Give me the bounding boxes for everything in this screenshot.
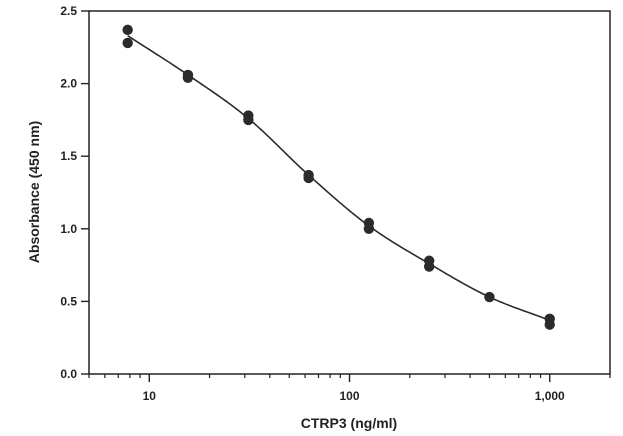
data-point [303, 172, 314, 184]
y-tick-label: 1.5 [60, 149, 77, 163]
data-point [363, 223, 375, 234]
y-axis-title: Absorbance (450 nm) [26, 121, 42, 263]
y-tick-label: 2.0 [60, 77, 77, 91]
data-point [484, 291, 495, 303]
y-tick-label: 0.0 [60, 367, 77, 381]
data-point [122, 24, 133, 36]
data-point [243, 114, 254, 126]
x-tick-label: 100 [339, 389, 359, 403]
fit-curve-line [127, 35, 551, 322]
x-minor-ticks [88, 374, 611, 378]
data-points [122, 24, 555, 330]
data-point [122, 37, 133, 49]
y-axis-ticks: 0.0 0.5 1.0 1.5 2.0 2.5 [60, 4, 89, 381]
data-point [544, 319, 555, 330]
y-tick-label: 0.5 [60, 294, 77, 308]
y-tick-label: 1.0 [60, 222, 77, 236]
data-point [182, 72, 194, 83]
x-tick-label: 1,000 [535, 389, 565, 403]
data-point [423, 261, 435, 272]
x-axis-ticks: 10 100 1,000 [143, 374, 565, 403]
plot-frame [88, 10, 611, 375]
x-tick-label: 10 [143, 389, 157, 403]
y-tick-label: 2.5 [60, 4, 77, 18]
x-axis-title: CTRP3 (ng/ml) [301, 415, 397, 431]
